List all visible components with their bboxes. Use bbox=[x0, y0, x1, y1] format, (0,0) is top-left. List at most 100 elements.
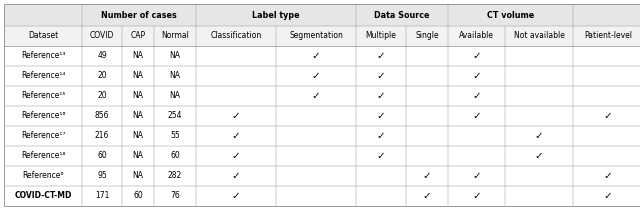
Bar bbox=[122, 166, 154, 186]
Bar bbox=[356, 186, 406, 206]
Bar bbox=[356, 26, 406, 46]
Bar bbox=[4, 86, 82, 106]
Text: 55: 55 bbox=[170, 131, 180, 140]
Bar bbox=[505, 46, 573, 66]
Text: Segmentation: Segmentation bbox=[289, 32, 343, 41]
Text: ✓: ✓ bbox=[376, 91, 385, 101]
Text: Reference¹⁸: Reference¹⁸ bbox=[21, 151, 65, 161]
Bar bbox=[448, 146, 505, 166]
Bar bbox=[276, 186, 356, 206]
Bar bbox=[196, 4, 356, 26]
Bar bbox=[505, 66, 573, 86]
Bar bbox=[505, 86, 573, 106]
Bar bbox=[196, 106, 276, 126]
Text: Reference¹⁵: Reference¹⁵ bbox=[20, 91, 65, 101]
Text: 20: 20 bbox=[97, 71, 107, 80]
Text: Not available: Not available bbox=[513, 32, 564, 41]
Bar bbox=[406, 26, 448, 46]
Text: ✓: ✓ bbox=[604, 111, 612, 121]
Bar bbox=[276, 26, 356, 46]
Text: Number of cases: Number of cases bbox=[101, 11, 177, 19]
Text: ✓: ✓ bbox=[312, 91, 321, 101]
Bar bbox=[196, 46, 276, 66]
Text: ✓: ✓ bbox=[472, 171, 481, 181]
Bar bbox=[4, 66, 82, 86]
Bar bbox=[122, 46, 154, 66]
Text: CAP: CAP bbox=[131, 32, 145, 41]
Text: Reference⁶: Reference⁶ bbox=[22, 172, 64, 181]
Text: ✓: ✓ bbox=[472, 191, 481, 201]
Text: ✓: ✓ bbox=[376, 131, 385, 141]
Bar bbox=[196, 166, 276, 186]
Text: 49: 49 bbox=[97, 52, 107, 60]
Bar bbox=[82, 46, 122, 66]
Bar bbox=[406, 166, 448, 186]
Bar bbox=[122, 86, 154, 106]
Bar bbox=[406, 186, 448, 206]
Bar bbox=[154, 126, 196, 146]
Bar bbox=[276, 86, 356, 106]
Bar bbox=[505, 186, 573, 206]
Text: 254: 254 bbox=[168, 112, 182, 121]
Bar bbox=[573, 106, 640, 126]
Text: ✓: ✓ bbox=[604, 171, 612, 181]
Bar bbox=[154, 146, 196, 166]
Bar bbox=[4, 26, 82, 46]
Bar bbox=[356, 166, 406, 186]
Text: ✓: ✓ bbox=[376, 151, 385, 161]
Bar bbox=[276, 126, 356, 146]
Bar bbox=[505, 166, 573, 186]
Text: ✓: ✓ bbox=[472, 51, 481, 61]
Text: 282: 282 bbox=[168, 172, 182, 181]
Text: Single: Single bbox=[415, 32, 439, 41]
Text: Reference¹⁴: Reference¹⁴ bbox=[21, 71, 65, 80]
Bar bbox=[4, 46, 82, 66]
Bar bbox=[122, 106, 154, 126]
Bar bbox=[573, 186, 640, 206]
Bar bbox=[356, 66, 406, 86]
Bar bbox=[82, 86, 122, 106]
Bar bbox=[448, 66, 505, 86]
Bar bbox=[196, 146, 276, 166]
Bar bbox=[122, 66, 154, 86]
Text: COVID: COVID bbox=[90, 32, 114, 41]
Text: Normal: Normal bbox=[161, 32, 189, 41]
Bar bbox=[573, 4, 640, 26]
Bar bbox=[122, 126, 154, 146]
Text: 95: 95 bbox=[97, 172, 107, 181]
Bar bbox=[356, 106, 406, 126]
Bar bbox=[154, 86, 196, 106]
Bar bbox=[82, 26, 122, 46]
Text: Reference¹⁷: Reference¹⁷ bbox=[21, 131, 65, 140]
Bar bbox=[196, 126, 276, 146]
Text: 60: 60 bbox=[170, 151, 180, 161]
Text: NA: NA bbox=[170, 52, 180, 60]
Text: ✓: ✓ bbox=[232, 151, 241, 161]
Bar bbox=[573, 26, 640, 46]
Bar bbox=[406, 126, 448, 146]
Text: 171: 171 bbox=[95, 192, 109, 200]
Text: ✓: ✓ bbox=[376, 111, 385, 121]
Bar bbox=[82, 4, 196, 26]
Bar bbox=[4, 186, 82, 206]
Bar bbox=[276, 106, 356, 126]
Text: NA: NA bbox=[132, 151, 143, 161]
Text: ✓: ✓ bbox=[312, 51, 321, 61]
Text: ✓: ✓ bbox=[604, 191, 612, 201]
Bar bbox=[82, 106, 122, 126]
Text: Classification: Classification bbox=[211, 32, 262, 41]
Bar bbox=[154, 26, 196, 46]
Bar bbox=[154, 66, 196, 86]
Bar bbox=[154, 186, 196, 206]
Bar bbox=[448, 186, 505, 206]
Bar bbox=[448, 4, 573, 26]
Text: ✓: ✓ bbox=[472, 111, 481, 121]
Text: NA: NA bbox=[132, 52, 143, 60]
Bar bbox=[356, 126, 406, 146]
Text: ✓: ✓ bbox=[232, 171, 241, 181]
Text: Label type: Label type bbox=[252, 11, 300, 19]
Bar bbox=[406, 46, 448, 66]
Text: CT volume: CT volume bbox=[487, 11, 534, 19]
Bar bbox=[573, 46, 640, 66]
Text: ✓: ✓ bbox=[422, 171, 431, 181]
